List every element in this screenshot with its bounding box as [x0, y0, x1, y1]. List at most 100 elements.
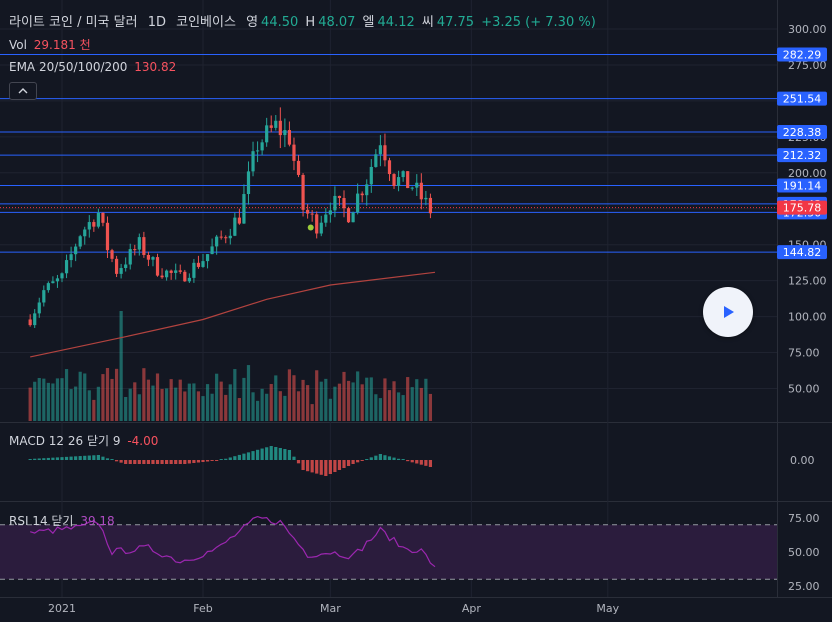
candle[interactable] [92, 219, 96, 232]
candle[interactable] [274, 115, 278, 131]
candle[interactable] [383, 133, 387, 167]
volume-legend[interactable]: Vol 29.181 천 [9, 36, 94, 53]
candle[interactable] [169, 269, 173, 280]
candle[interactable] [374, 149, 378, 168]
candle[interactable] [119, 263, 123, 279]
candle[interactable] [74, 243, 78, 262]
rsi-legend[interactable]: RSI 14 닫기 39.18 [9, 512, 118, 529]
candle[interactable] [251, 141, 255, 177]
candle[interactable] [83, 226, 87, 245]
candle[interactable] [337, 195, 342, 207]
candle[interactable] [174, 263, 178, 280]
candle[interactable] [387, 157, 392, 181]
candle[interactable] [424, 190, 428, 206]
candle[interactable] [137, 233, 141, 256]
candle[interactable] [410, 186, 414, 191]
candle[interactable] [28, 314, 32, 327]
current-price-badge[interactable]: 175.78 [777, 200, 827, 215]
candle[interactable] [324, 208, 328, 227]
candle[interactable] [110, 248, 114, 263]
replay-play-button[interactable] [703, 287, 753, 337]
candle[interactable] [101, 212, 105, 227]
candle[interactable] [228, 228, 232, 245]
candle[interactable] [415, 174, 419, 196]
candle[interactable] [333, 186, 337, 218]
candle[interactable] [187, 273, 191, 283]
candle[interactable] [205, 254, 210, 269]
candle[interactable] [278, 107, 282, 149]
candle[interactable] [401, 170, 405, 182]
candle[interactable] [392, 173, 396, 189]
symbol-name[interactable]: 라이트 코인 / 미국 달러 [9, 15, 138, 30]
candle[interactable] [292, 137, 296, 171]
candle[interactable] [178, 264, 182, 274]
collapse-legend-button[interactable] [9, 82, 37, 100]
candle[interactable] [96, 208, 100, 229]
candle[interactable] [328, 202, 332, 223]
candle[interactable] [428, 193, 433, 219]
candle[interactable] [269, 115, 273, 133]
candle[interactable] [351, 211, 355, 223]
candle[interactable] [219, 230, 223, 240]
candle[interactable] [128, 243, 132, 270]
candle[interactable] [255, 141, 260, 163]
candle[interactable] [51, 276, 55, 284]
candle[interactable] [342, 190, 346, 218]
candle[interactable] [42, 285, 46, 307]
candle[interactable] [201, 253, 205, 268]
macd-legend[interactable]: MACD 12 26 닫기 9 -4.00 [9, 432, 161, 449]
candle[interactable] [310, 210, 314, 222]
candle[interactable] [165, 269, 169, 281]
candle[interactable] [296, 155, 301, 178]
candle[interactable] [237, 208, 241, 225]
candle[interactable] [33, 309, 37, 328]
candle[interactable] [406, 171, 410, 189]
candle[interactable] [151, 256, 155, 267]
candle[interactable] [369, 159, 373, 193]
candle[interactable] [215, 234, 219, 255]
candle[interactable] [46, 281, 50, 293]
candle[interactable] [283, 118, 287, 148]
candle[interactable] [142, 231, 146, 258]
price-level-badge[interactable]: 144.82 [777, 245, 827, 260]
candle[interactable] [319, 215, 323, 237]
price-level-badge[interactable]: 191.14 [777, 178, 827, 193]
candle[interactable] [233, 212, 237, 237]
candle[interactable] [378, 135, 382, 167]
price-level-badge[interactable]: 282.29 [777, 47, 827, 62]
candle[interactable] [55, 274, 60, 288]
candle[interactable] [64, 254, 69, 279]
candle[interactable] [146, 251, 151, 267]
candle[interactable] [301, 173, 305, 217]
candle[interactable] [260, 139, 264, 156]
candle[interactable] [160, 268, 164, 279]
candle[interactable] [69, 246, 73, 268]
candle[interactable] [242, 184, 246, 224]
candle[interactable] [60, 272, 64, 283]
candle[interactable] [183, 269, 187, 282]
candle[interactable] [265, 117, 269, 147]
interval-label[interactable]: 1D [147, 15, 166, 30]
candle[interactable] [224, 235, 228, 244]
candle[interactable] [37, 297, 41, 318]
candle[interactable] [192, 258, 196, 283]
candle[interactable] [210, 238, 214, 255]
candle[interactable] [419, 173, 423, 210]
candle[interactable] [105, 216, 110, 259]
candle[interactable] [365, 179, 369, 206]
candle[interactable] [87, 215, 91, 238]
candle[interactable] [315, 211, 319, 239]
candle[interactable] [246, 161, 251, 205]
candle[interactable] [356, 183, 360, 215]
candle[interactable] [114, 255, 119, 278]
candle[interactable] [396, 170, 401, 192]
candle[interactable] [360, 191, 364, 203]
candle[interactable] [346, 206, 351, 223]
candle[interactable] [155, 253, 160, 277]
ema-legend[interactable]: EMA 20/50/100/200 130.82 [9, 60, 179, 74]
candle[interactable] [306, 204, 310, 219]
candle[interactable] [124, 257, 128, 272]
candle[interactable] [133, 244, 137, 256]
candle[interactable] [78, 234, 82, 250]
